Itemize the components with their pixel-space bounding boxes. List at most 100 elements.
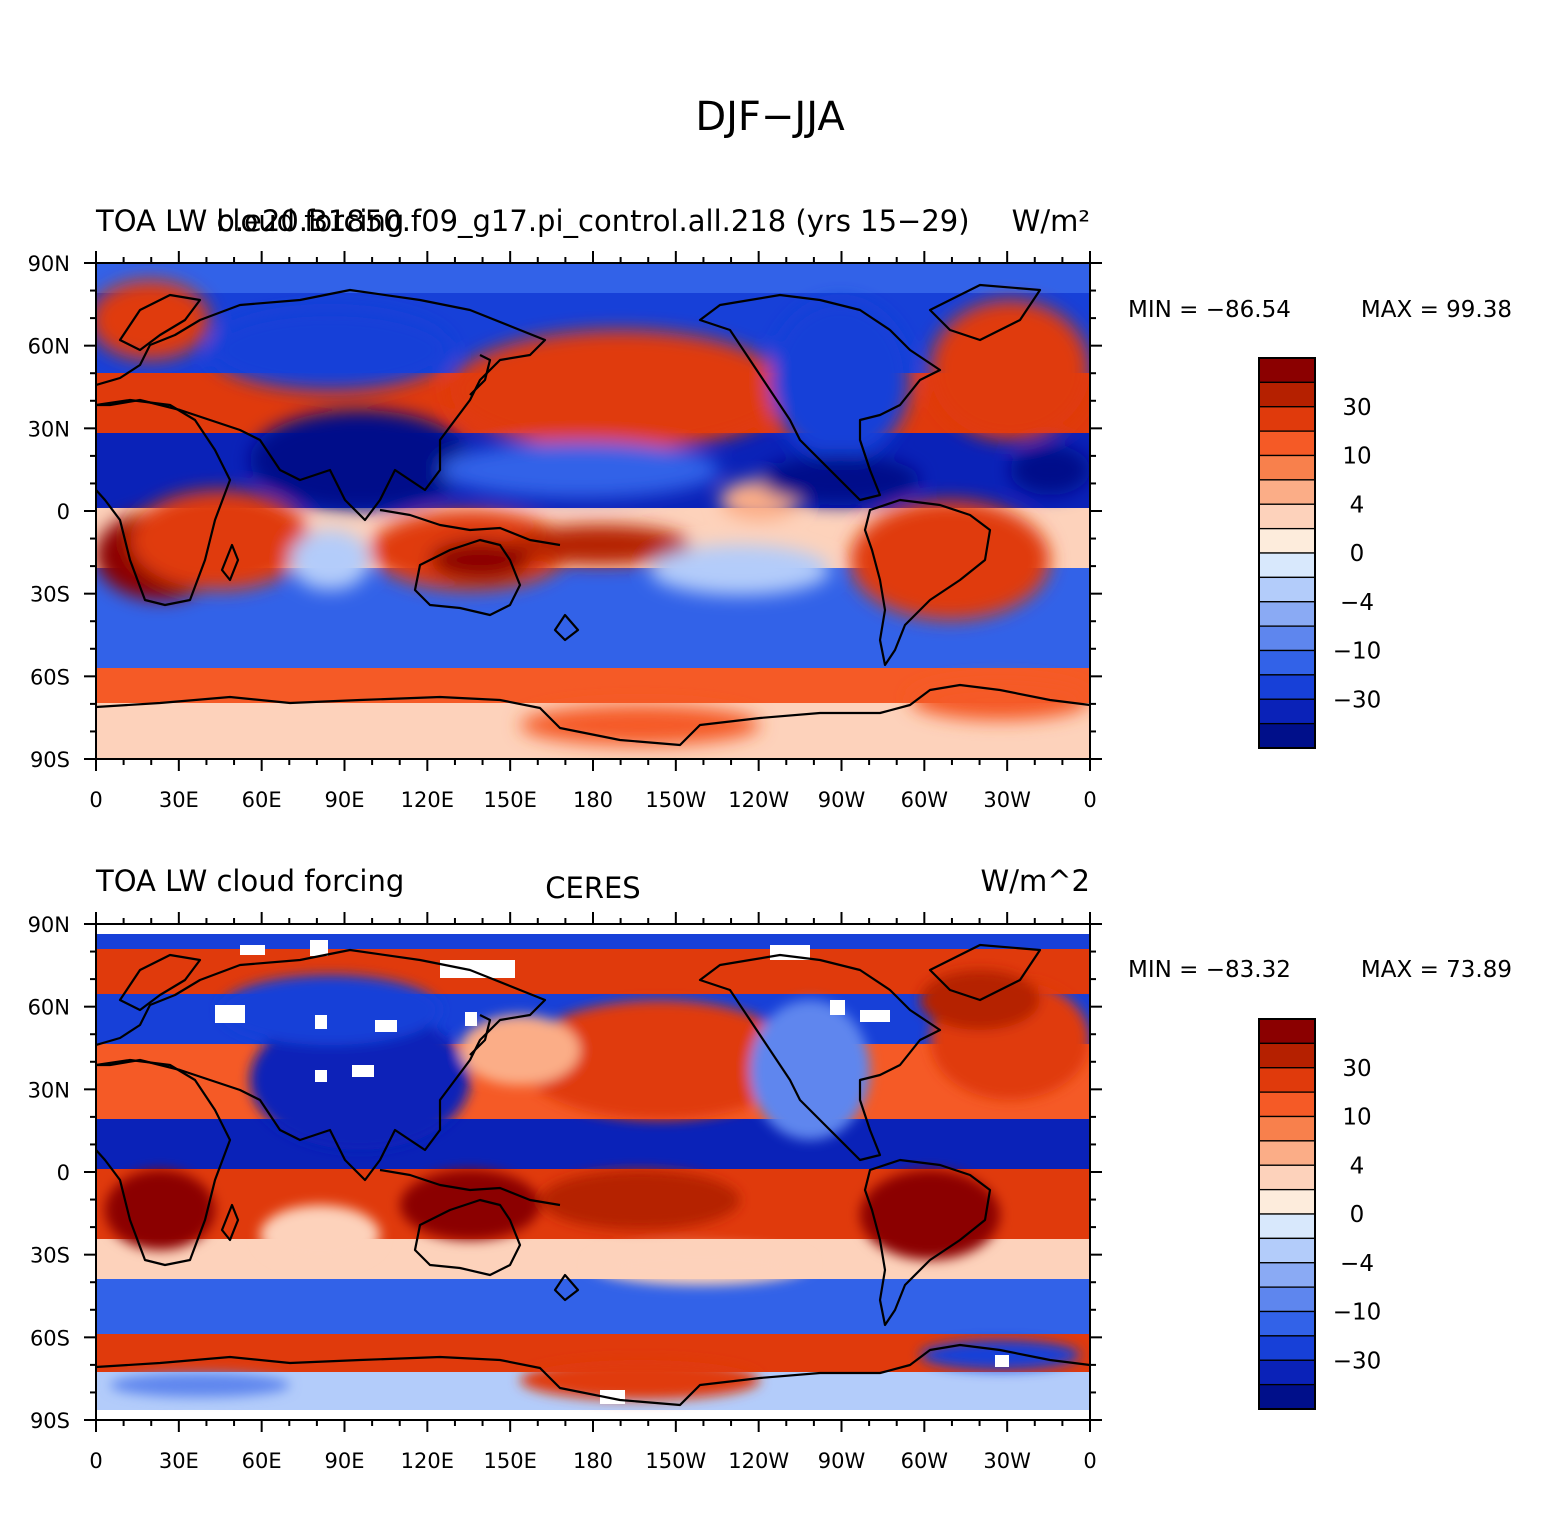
panel-top-colorbar-box	[1258, 527, 1316, 554]
panel-bottom-coastlines	[96, 943, 1090, 1407]
panel-top-colorbar-label: −4	[1340, 590, 1374, 616]
panel-top-colorbar-box	[1258, 381, 1316, 408]
panel-top-lat-tick-label: 0	[57, 500, 70, 524]
panel-bottom-colorbar-label: −30	[1333, 1348, 1382, 1374]
panel-top-lon-tick-label: 60E	[242, 788, 282, 812]
panel-top-colorbar-box	[1258, 454, 1316, 481]
panel-bottom-center-title: CERES	[545, 871, 640, 905]
panel-top-colorbar-box	[1258, 601, 1316, 627]
panel-bottom-lat-tick-label: 90N	[28, 913, 70, 937]
panel-top-colorbar-label: −10	[1333, 639, 1382, 665]
panel-bottom-lat-tick-label: 60S	[30, 1326, 70, 1350]
panel-top-colorbar: 30 10 4 0 −4 −10 −30	[1258, 357, 1382, 749]
panel-bottom-lat-tick-label: 90S	[30, 1409, 70, 1433]
panel-top-lon-tick-label: 150W	[645, 788, 706, 812]
panel-bottom-colorbar-box	[1258, 1383, 1316, 1410]
panel-bottom-lon-tick-label: 180	[573, 1449, 613, 1473]
panel-bottom-colorbar-box	[1258, 1262, 1316, 1288]
panel-top-lat-tick-label: 60N	[28, 335, 70, 359]
panel-bottom-colorbar-box	[1258, 1115, 1316, 1142]
panel-top-lat-tick-label: 60S	[30, 665, 70, 689]
panel-bottom-lon-tick-label: 30W	[983, 1449, 1031, 1473]
panel-top-lat-tick-label: 30S	[30, 583, 70, 607]
panel-bottom-colorbar-label: −4	[1340, 1251, 1374, 1277]
panel-bottom-colorbar-box	[1258, 1335, 1316, 1361]
panel-bottom: TOA LW cloud forcing CERES W/m^2	[28, 864, 1512, 1473]
panel-bottom-lon-tick-label: 60W	[901, 1449, 949, 1473]
panel-bottom-left-title: TOA LW cloud forcing	[95, 864, 404, 898]
panel-top-lon-tick-label: 120W	[728, 788, 789, 812]
panel-bottom-lon-tick-label: 30E	[159, 1449, 199, 1473]
panel-bottom-lon-tick-label: 120E	[401, 1449, 454, 1473]
panel-bottom-ticks: 0 30E 60E 90E 120E 150E 180 150W 120W 90W 60W 30W 09…	[28, 912, 1102, 1473]
panel-bottom-colorbar-box	[1258, 1359, 1316, 1386]
panel-top-colorbar-box	[1258, 479, 1316, 505]
panel-top-lon-tick-label: 30E	[159, 788, 199, 812]
panel-bottom-colorbar-box	[1258, 1164, 1316, 1191]
panel-bottom-lon-tick-label: 120W	[728, 1449, 789, 1473]
panel-bottom-map	[96, 924, 1090, 1420]
panel-bottom-colorbar-label: −10	[1333, 1300, 1382, 1326]
panel-bottom-min-label: MIN = −83.32	[1128, 957, 1291, 983]
panel-bottom-max-label: MAX = 73.89	[1361, 957, 1512, 983]
panel-top-colorbar-box	[1258, 625, 1316, 652]
panel-top-colorbar-box	[1258, 552, 1316, 579]
panel-bottom-colorbar-label: 10	[1342, 1105, 1371, 1131]
panel-bottom-colorbar-label: 4	[1350, 1153, 1365, 1179]
panel-bottom-colorbar: 30 10 4 0 −4 −10 −30	[1258, 1018, 1382, 1410]
panel-bottom-colorbar-box	[1258, 1042, 1316, 1069]
panel-top: TOA LW cloud forcing b.e20.B1850.f09_g17…	[28, 204, 1512, 812]
panel-bottom-colorbar-label: 30	[1342, 1056, 1371, 1082]
panel-top-lon-tick-label: 0	[89, 788, 102, 812]
figure-title: DJF−JJA	[695, 94, 845, 140]
panel-top-lon-tick-label: 30W	[983, 788, 1031, 812]
panel-bottom-lat-tick-label: 0	[57, 1161, 70, 1185]
panel-bottom-lon-tick-label: 90E	[325, 1449, 365, 1473]
panel-top-map	[96, 263, 1090, 759]
panel-top-colorbar-box	[1258, 576, 1316, 603]
panel-top-lon-tick-label: 90E	[325, 788, 365, 812]
panel-top-lon-tick-label: 60W	[901, 788, 949, 812]
panel-top-colorbar-box	[1258, 503, 1316, 530]
panel-bottom-lat-tick-label: 30N	[28, 1078, 70, 1102]
panel-top-lon-tick-label: 180	[573, 788, 613, 812]
panel-bottom-colorbar-box	[1258, 1140, 1316, 1166]
panel-top-colorbar-box	[1258, 674, 1316, 700]
panel-bottom-lon-tick-label: 150E	[483, 1449, 536, 1473]
panel-top-left-title: TOA LW cloud forcing	[95, 204, 404, 238]
panel-top-lat-tick-label: 90N	[28, 252, 70, 276]
panel-bottom-lon-tick-label: 0	[1083, 1449, 1096, 1473]
panel-top-lon-tick-label: 0	[1083, 788, 1096, 812]
panel-bottom-colorbar-box	[1258, 1310, 1316, 1337]
panel-bottom-lat-tick-label: 60N	[28, 996, 70, 1020]
panel-top-colorbar-box	[1258, 406, 1316, 432]
panel-top-lat-tick-label: 90S	[30, 748, 70, 772]
panel-top-colorbar-box	[1258, 722, 1316, 749]
panel-top-colorbar-label: 4	[1350, 492, 1365, 518]
panel-top-colorbar-label: 10	[1342, 444, 1371, 470]
panel-top-colorbar-box	[1258, 430, 1316, 457]
panel-top-lon-tick-label: 90W	[818, 788, 866, 812]
panel-bottom-lon-tick-label: 60E	[242, 1449, 282, 1473]
panel-top-coastlines	[96, 283, 1090, 747]
panel-bottom-lon-tick-label: 150W	[645, 1449, 706, 1473]
panel-top-center-title: b.e20.B1850.f09_g17.pi_control.all.218 (…	[216, 204, 969, 238]
panel-top-lon-tick-label: 120E	[401, 788, 454, 812]
panel-bottom-colorbar-label: 0	[1350, 1202, 1365, 1228]
panel-top-lon-tick-label: 150E	[483, 788, 536, 812]
panel-top-colorbar-label: 0	[1350, 541, 1365, 567]
panel-bottom-lat-tick-label: 30S	[30, 1244, 70, 1268]
panel-top-colorbar-label: −30	[1333, 687, 1382, 713]
panel-bottom-colorbar-box	[1258, 1286, 1316, 1313]
panel-bottom-colorbar-box	[1258, 1237, 1316, 1264]
panel-bottom-colorbar-box	[1258, 1067, 1316, 1093]
panel-bottom-right-title: W/m^2	[981, 864, 1090, 898]
panel-bottom-lon-tick-label: 0	[89, 1449, 102, 1473]
panel-bottom-colorbar-box	[1258, 1018, 1316, 1045]
panel-top-min-label: MIN = −86.54	[1128, 297, 1291, 323]
panel-bottom-lon-tick-label: 90W	[818, 1449, 866, 1473]
panel-top-right-title: W/m²	[1012, 204, 1090, 238]
panel-bottom-colorbar-box	[1258, 1213, 1316, 1240]
panel-bottom-colorbar-box	[1258, 1091, 1316, 1118]
